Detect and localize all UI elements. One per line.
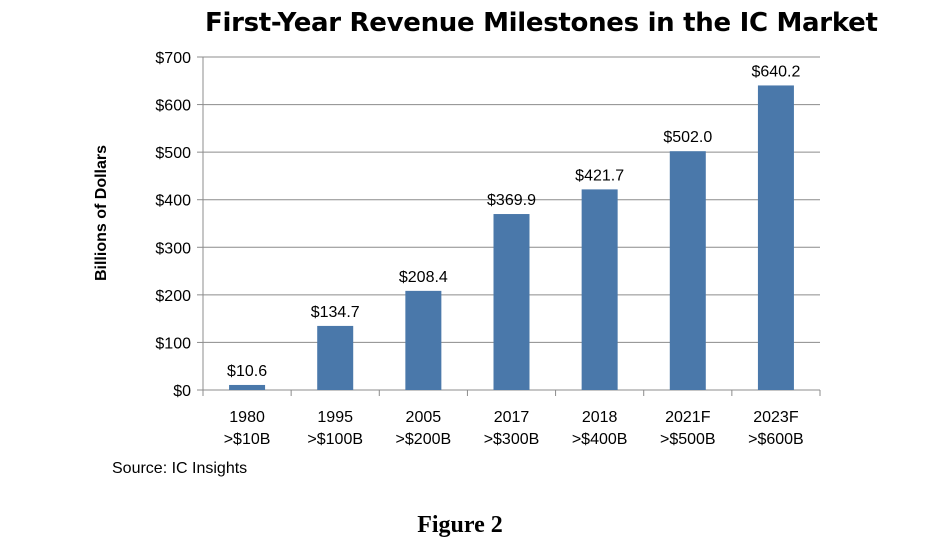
y-tick-label: $400 <box>155 193 191 210</box>
x-category-year: 2018 <box>582 409 618 426</box>
bar-1995 <box>317 325 354 390</box>
axes: $0 $100 $200 $300 $400 $500 $600 $700 <box>155 50 821 400</box>
bar-2023F <box>757 85 794 390</box>
chart-title: First-Year Revenue Milestones in the IC … <box>205 8 878 38</box>
x-category-year: 2023F <box>753 409 799 426</box>
x-category-milestone: >$200B <box>396 431 452 448</box>
data-label: $502.0 <box>663 129 712 146</box>
bars <box>229 85 794 390</box>
x-category-year: 2021F <box>665 409 711 426</box>
x-category-year: 1980 <box>229 409 265 426</box>
y-tick-label: $0 <box>173 383 191 400</box>
data-label: $640.2 <box>751 63 800 80</box>
x-category-year: 2017 <box>494 409 530 426</box>
figure-caption: Figure 2 <box>417 512 503 538</box>
bar-2005 <box>405 290 442 390</box>
y-tick-label: $600 <box>155 98 191 115</box>
x-category-year: 1995 <box>317 409 353 426</box>
x-category-milestone: >$400B <box>572 431 628 448</box>
bar-2018 <box>581 189 618 390</box>
x-category-milestone: >$100B <box>307 431 363 448</box>
y-tick-label: $200 <box>155 288 191 305</box>
y-tick-label: $500 <box>155 145 191 162</box>
x-category-milestone: >$500B <box>660 431 716 448</box>
bar-1980 <box>229 384 266 390</box>
bar-chart: $0 $100 $200 $300 $400 $500 $600 $700 $10.6 1980… <box>155 50 821 448</box>
bar-2021F <box>669 151 706 390</box>
y-tick-label: $700 <box>155 50 191 67</box>
x-category-year: 2005 <box>406 409 442 426</box>
data-label: $421.7 <box>575 167 624 184</box>
x-category-milestone: >$300B <box>484 431 540 448</box>
y-tick-label: $100 <box>155 335 191 352</box>
y-tick-label: $300 <box>155 240 191 257</box>
x-category-milestone: >$600B <box>748 431 804 448</box>
bar-2017 <box>493 214 530 390</box>
x-category-milestone: >$10B <box>224 431 271 448</box>
source-note: Source: IC Insights <box>112 460 248 477</box>
data-label: $10.6 <box>227 363 267 380</box>
data-label: $134.7 <box>311 304 360 321</box>
labels: $10.6 1980 >$10B $134.7 1995 >$100B $208.4 2005… <box>224 63 804 448</box>
data-label: $369.9 <box>487 192 536 209</box>
data-label: $208.4 <box>399 269 448 286</box>
